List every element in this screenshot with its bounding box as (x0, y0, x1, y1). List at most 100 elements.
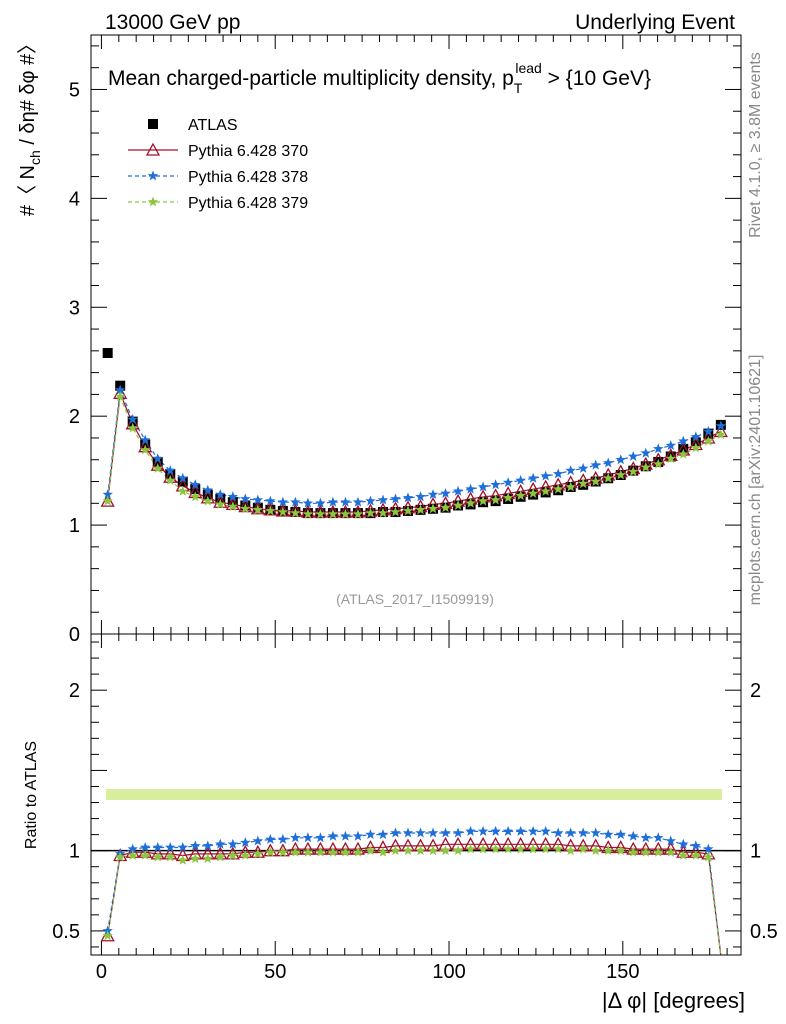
legend-label: ATLAS (188, 117, 238, 134)
data-point (365, 507, 376, 518)
rivet-label: Rivet 4.1.0, ≥ 3.8M events (747, 52, 764, 238)
ratio-y-tick-label: 2 (69, 680, 80, 702)
data-point (127, 413, 138, 424)
ratio-point (165, 851, 176, 862)
y-tick-label: 0 (69, 624, 80, 646)
ratio-point (477, 825, 489, 836)
x-tick-label: 0 (96, 961, 107, 983)
data-point (578, 478, 589, 489)
ratio-point (252, 848, 264, 859)
legend-marker (147, 170, 159, 181)
ratio-point (628, 830, 639, 841)
ratio-y-tick-label: 1 (69, 841, 80, 863)
data-point (127, 422, 138, 433)
ratio-point (202, 853, 213, 864)
ratio-point (315, 832, 326, 843)
legend-marker (147, 196, 159, 207)
data-point (327, 496, 339, 507)
ratio-point (465, 825, 476, 836)
data-point (202, 495, 213, 506)
data-point (465, 483, 476, 494)
data-point (215, 489, 226, 499)
ratio-point (527, 825, 539, 836)
data-point (390, 506, 401, 517)
ratio-point (578, 827, 589, 838)
data-point (165, 468, 176, 479)
data-point (452, 485, 464, 496)
ratio-point (240, 850, 251, 860)
data-point (440, 502, 451, 513)
ratio-point (177, 842, 188, 852)
ratio-point (252, 835, 264, 846)
header-left-label: 13000 GeV pp (105, 11, 240, 34)
ratio-point (628, 846, 639, 857)
ratio-point (315, 846, 326, 857)
ratio-y-tick-label-right: 2 (750, 680, 761, 702)
data-point (402, 505, 414, 516)
data-point (140, 444, 151, 455)
ratio-point (227, 838, 238, 849)
data-point (678, 435, 689, 446)
data-point (227, 491, 238, 502)
data-point (715, 429, 727, 440)
y-tick-label: 5 (69, 79, 80, 101)
ratio-point (565, 827, 576, 838)
data-point (190, 479, 201, 490)
data-point (350, 504, 366, 518)
data-point (552, 483, 564, 494)
ratio-point (127, 843, 138, 854)
plot-title-sup: lead (515, 60, 541, 76)
plot-title-sub: T (514, 80, 523, 96)
ratio-point (352, 846, 364, 857)
data-point (703, 435, 714, 446)
ratio-point (540, 843, 551, 854)
data-point (565, 481, 576, 492)
data-point (665, 453, 676, 464)
data-point (502, 492, 514, 503)
y-tick-label: 4 (69, 188, 80, 210)
data-point (640, 461, 651, 472)
data-point (690, 431, 701, 442)
data-point (340, 496, 351, 507)
ratio-point (427, 845, 439, 856)
ratio-point (250, 844, 265, 858)
ratio-panel: 0.5 0.5 1 1 2 2 (52, 633, 778, 956)
data-point (252, 504, 264, 515)
ratio-point (390, 827, 401, 838)
data-point (603, 457, 614, 468)
ratio-point (263, 843, 278, 857)
data-point (363, 503, 378, 517)
data-point (578, 463, 589, 473)
data-point (540, 470, 551, 481)
ratio-point (225, 846, 240, 860)
ratio-point (515, 825, 526, 836)
ratio-point (653, 832, 664, 843)
ratio-point (615, 829, 626, 840)
ratio-point (603, 829, 614, 840)
ratio-band (106, 789, 722, 800)
data-point (653, 443, 664, 454)
ratio-point (365, 829, 376, 840)
ratio-point (227, 850, 238, 860)
data-point (527, 472, 539, 483)
ratio-point (277, 833, 289, 844)
ratio-point (202, 840, 213, 851)
x-axis-label: |Δ φ| [degrees] (602, 988, 745, 1013)
data-point (152, 453, 163, 464)
data-point (102, 489, 113, 499)
ratio-point (527, 843, 539, 854)
data-point (515, 474, 526, 485)
data-point (213, 494, 228, 508)
ratio-point (690, 840, 701, 851)
ratio-point (615, 845, 626, 856)
ratio-point (565, 845, 576, 856)
data-point (302, 508, 314, 519)
data-point (290, 496, 301, 507)
ratio-point (665, 835, 676, 846)
ratio-point (240, 837, 251, 848)
data-point (590, 476, 601, 486)
ratio-y-tick-label-right: 0.5 (750, 921, 778, 943)
data-point (102, 348, 113, 359)
data-point (300, 504, 315, 518)
data-point (315, 497, 326, 508)
